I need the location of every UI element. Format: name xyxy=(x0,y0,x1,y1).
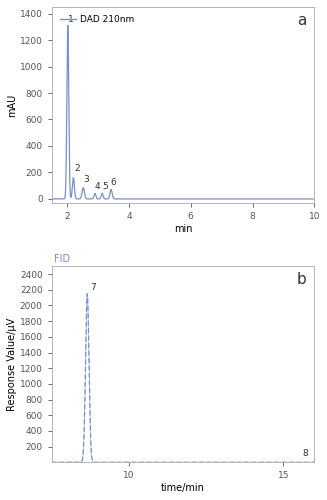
X-axis label: time/min: time/min xyxy=(161,483,205,493)
X-axis label: min: min xyxy=(174,224,192,234)
Text: a: a xyxy=(297,13,306,28)
Y-axis label: mAU: mAU xyxy=(7,94,17,116)
Text: FID: FID xyxy=(54,254,71,264)
Y-axis label: Response Value/μV: Response Value/μV xyxy=(7,318,17,411)
Text: 7: 7 xyxy=(90,283,95,292)
Legend: DAD 210nm: DAD 210nm xyxy=(56,12,138,28)
Text: 5: 5 xyxy=(102,182,108,191)
Text: b: b xyxy=(297,272,306,287)
Text: 1: 1 xyxy=(68,15,74,24)
Text: 8: 8 xyxy=(302,448,308,458)
Text: 4: 4 xyxy=(95,182,101,191)
Text: 3: 3 xyxy=(84,176,89,184)
Text: 2: 2 xyxy=(74,164,80,173)
Text: 6: 6 xyxy=(111,178,116,187)
